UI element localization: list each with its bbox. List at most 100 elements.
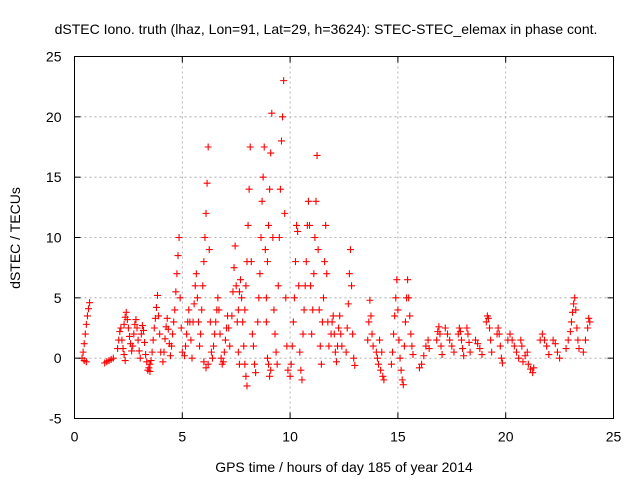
data-point bbox=[573, 324, 581, 332]
data-point bbox=[267, 149, 275, 157]
data-point bbox=[545, 351, 553, 359]
data-point bbox=[415, 364, 423, 372]
data-point bbox=[325, 342, 333, 350]
data-point bbox=[506, 330, 514, 338]
data-point bbox=[438, 351, 446, 359]
data-point bbox=[239, 318, 247, 326]
data-point bbox=[579, 348, 587, 356]
data-point bbox=[219, 358, 227, 366]
data-point bbox=[298, 376, 306, 384]
data-point bbox=[407, 330, 415, 338]
x-tick-label: 10 bbox=[282, 429, 298, 445]
data-point bbox=[207, 348, 215, 356]
data-point bbox=[443, 330, 451, 338]
data-point bbox=[276, 185, 284, 193]
y-tick-label: 20 bbox=[46, 109, 62, 125]
data-point bbox=[369, 342, 377, 350]
data-point bbox=[210, 342, 218, 350]
data-point bbox=[567, 318, 575, 326]
data-point bbox=[266, 372, 274, 380]
data-point bbox=[190, 300, 198, 308]
data-point bbox=[344, 300, 352, 308]
data-point bbox=[217, 354, 225, 362]
data-point bbox=[270, 306, 278, 314]
data-point bbox=[118, 336, 126, 344]
x-tick-label: 15 bbox=[390, 429, 406, 445]
data-point bbox=[408, 342, 416, 350]
data-point bbox=[254, 318, 262, 326]
data-point bbox=[137, 330, 145, 338]
data-point bbox=[79, 348, 87, 356]
data-point bbox=[553, 348, 561, 356]
data-point bbox=[399, 381, 407, 389]
data-point bbox=[541, 336, 549, 344]
data-point bbox=[259, 173, 267, 181]
chart-title: dSTEC Iono. truth (lhaz, Lon=91, Lat=29,… bbox=[55, 21, 598, 37]
data-point bbox=[379, 372, 387, 380]
data-point bbox=[586, 318, 594, 326]
data-point bbox=[193, 294, 201, 302]
data-point bbox=[128, 347, 136, 355]
data-point bbox=[572, 306, 580, 314]
data-point bbox=[256, 270, 264, 278]
data-point bbox=[247, 258, 255, 266]
data-point bbox=[570, 300, 578, 308]
data-point bbox=[136, 354, 144, 362]
y-tick-label: 0 bbox=[54, 350, 62, 366]
data-point bbox=[488, 348, 496, 356]
data-point bbox=[300, 306, 308, 314]
data-point bbox=[297, 366, 305, 374]
data-point bbox=[543, 342, 551, 350]
data-point bbox=[197, 330, 205, 338]
data-point bbox=[425, 345, 433, 353]
data-point bbox=[161, 335, 169, 343]
data-point bbox=[234, 306, 242, 314]
data-point bbox=[288, 342, 296, 350]
data-point bbox=[194, 318, 202, 326]
data-point bbox=[418, 360, 426, 368]
data-point bbox=[235, 288, 243, 296]
data-point bbox=[257, 234, 265, 241]
data-point bbox=[277, 137, 285, 145]
data-point bbox=[549, 336, 557, 344]
data-point bbox=[263, 258, 271, 266]
data-point bbox=[446, 336, 454, 344]
data-point bbox=[556, 354, 564, 362]
data-point bbox=[274, 282, 282, 290]
data-point bbox=[521, 352, 529, 360]
data-point bbox=[401, 318, 409, 326]
data-point bbox=[460, 352, 468, 360]
data-point bbox=[243, 382, 251, 390]
data-point bbox=[176, 294, 184, 302]
data-point bbox=[245, 185, 253, 193]
data-point bbox=[346, 246, 354, 254]
data-point bbox=[200, 258, 208, 266]
data-point bbox=[212, 318, 220, 326]
data-point bbox=[374, 360, 382, 368]
data-point bbox=[174, 252, 182, 260]
data-point bbox=[437, 342, 445, 350]
data-point bbox=[392, 294, 400, 302]
data-point bbox=[304, 197, 312, 205]
data-point bbox=[373, 354, 381, 362]
data-point bbox=[466, 348, 474, 356]
data-point bbox=[260, 143, 268, 151]
data-point bbox=[450, 348, 458, 356]
data-point bbox=[198, 306, 206, 314]
data-point bbox=[496, 342, 504, 350]
data-point bbox=[574, 336, 582, 344]
data-point bbox=[131, 320, 139, 328]
data-point bbox=[201, 234, 209, 241]
x-axis-label: GPS time / hours of day 185 of year 2014 bbox=[215, 459, 473, 475]
data-point bbox=[279, 113, 287, 121]
data-point bbox=[474, 340, 482, 348]
data-point bbox=[170, 318, 178, 326]
data-point bbox=[155, 312, 163, 320]
data-point bbox=[519, 358, 527, 366]
data-point bbox=[518, 342, 526, 350]
data-point bbox=[378, 348, 386, 356]
data-point bbox=[85, 305, 93, 313]
data-point bbox=[248, 330, 256, 338]
data-point bbox=[83, 312, 91, 320]
data-point bbox=[199, 282, 207, 290]
